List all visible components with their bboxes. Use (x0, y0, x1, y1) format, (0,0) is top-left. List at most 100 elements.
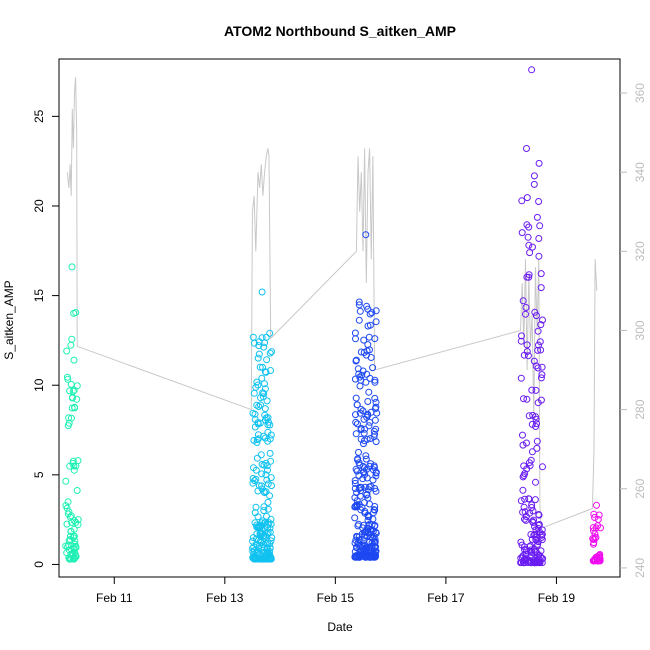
data-point (596, 551, 604, 559)
data-point (65, 541, 73, 549)
y-left-tick-label: 0 (32, 561, 46, 568)
data-point (366, 435, 374, 442)
data-point (70, 525, 78, 533)
data-point (355, 520, 363, 528)
data-point (249, 333, 257, 341)
data-point (266, 329, 274, 337)
data-point (534, 364, 542, 372)
x-tick-label: Feb 13 (206, 591, 244, 605)
data-point (70, 462, 78, 470)
data-point (531, 496, 539, 504)
data-point (535, 252, 543, 260)
data-point (517, 559, 525, 567)
data-point (366, 553, 374, 561)
data-point (251, 416, 259, 423)
data-point (534, 524, 542, 532)
y-axis-right: 240 260 280 300 320 340 360 (620, 83, 647, 578)
data-point (261, 380, 268, 388)
data-point (351, 329, 359, 337)
y-right-tick-label: 240 (633, 558, 647, 578)
data-point (70, 466, 78, 474)
data-point (258, 334, 266, 342)
data-point (66, 387, 74, 395)
data-point (355, 316, 363, 324)
data-point (261, 434, 269, 442)
data-point (264, 480, 272, 488)
data-point (352, 394, 360, 402)
data-point (253, 454, 261, 462)
data-point (361, 499, 368, 506)
data-point (526, 249, 534, 257)
data-point (522, 550, 530, 558)
data-point (363, 347, 371, 355)
data-point (362, 231, 370, 239)
data-point (263, 356, 271, 364)
data-point (370, 433, 378, 441)
data-point (369, 535, 377, 543)
data-point (69, 387, 77, 395)
data-point (522, 304, 530, 311)
data-point (67, 527, 75, 535)
data-point (267, 554, 275, 562)
data-point (71, 404, 79, 412)
data-point (537, 374, 545, 382)
data-point (532, 423, 540, 430)
data-point (371, 543, 379, 551)
data-point (64, 498, 72, 506)
data-point (538, 533, 546, 541)
data-point (249, 534, 257, 542)
data-point (532, 312, 540, 320)
x-tick-label: Feb 17 (427, 591, 465, 605)
data-point (592, 524, 600, 532)
data-point (67, 380, 75, 388)
data-point (362, 455, 370, 463)
data-point (518, 197, 526, 205)
data-point (535, 198, 543, 205)
data-point (262, 368, 270, 376)
data-point (365, 422, 373, 430)
data-point (352, 418, 360, 426)
data-point (261, 489, 269, 497)
data-point (531, 523, 538, 530)
data-point (359, 475, 367, 483)
data-point (352, 465, 360, 473)
data-point (68, 519, 76, 526)
data-point (258, 374, 266, 382)
data-point (364, 305, 372, 313)
data-point (255, 350, 263, 358)
data-point (523, 465, 531, 473)
data-point (356, 307, 364, 315)
data-point (372, 547, 380, 555)
data-point (518, 229, 526, 237)
data-point (353, 552, 360, 560)
data-point (536, 553, 544, 561)
data-point (251, 509, 259, 517)
data-point (260, 343, 268, 351)
data-point (362, 378, 370, 386)
data-point (539, 555, 547, 563)
data-point (62, 542, 70, 550)
data-point (361, 425, 369, 433)
data-point (351, 479, 359, 487)
data-point (266, 435, 274, 443)
data-point (363, 370, 371, 378)
data-point (371, 503, 379, 510)
data-point (519, 441, 527, 449)
data-point (364, 516, 372, 524)
data-point (254, 431, 262, 439)
data-point (63, 520, 71, 528)
x-tick-label: Feb 19 (538, 591, 576, 605)
data-point (523, 439, 530, 447)
data-point (534, 540, 542, 548)
data-point (362, 452, 370, 460)
data-point (252, 555, 260, 563)
data-point (364, 411, 372, 419)
data-point (255, 342, 263, 350)
data-point (254, 354, 262, 362)
data-point (535, 341, 542, 349)
data-point (70, 554, 78, 562)
data-point (364, 398, 372, 405)
data-point (258, 521, 265, 529)
data-point (531, 547, 539, 555)
data-point (252, 466, 260, 474)
